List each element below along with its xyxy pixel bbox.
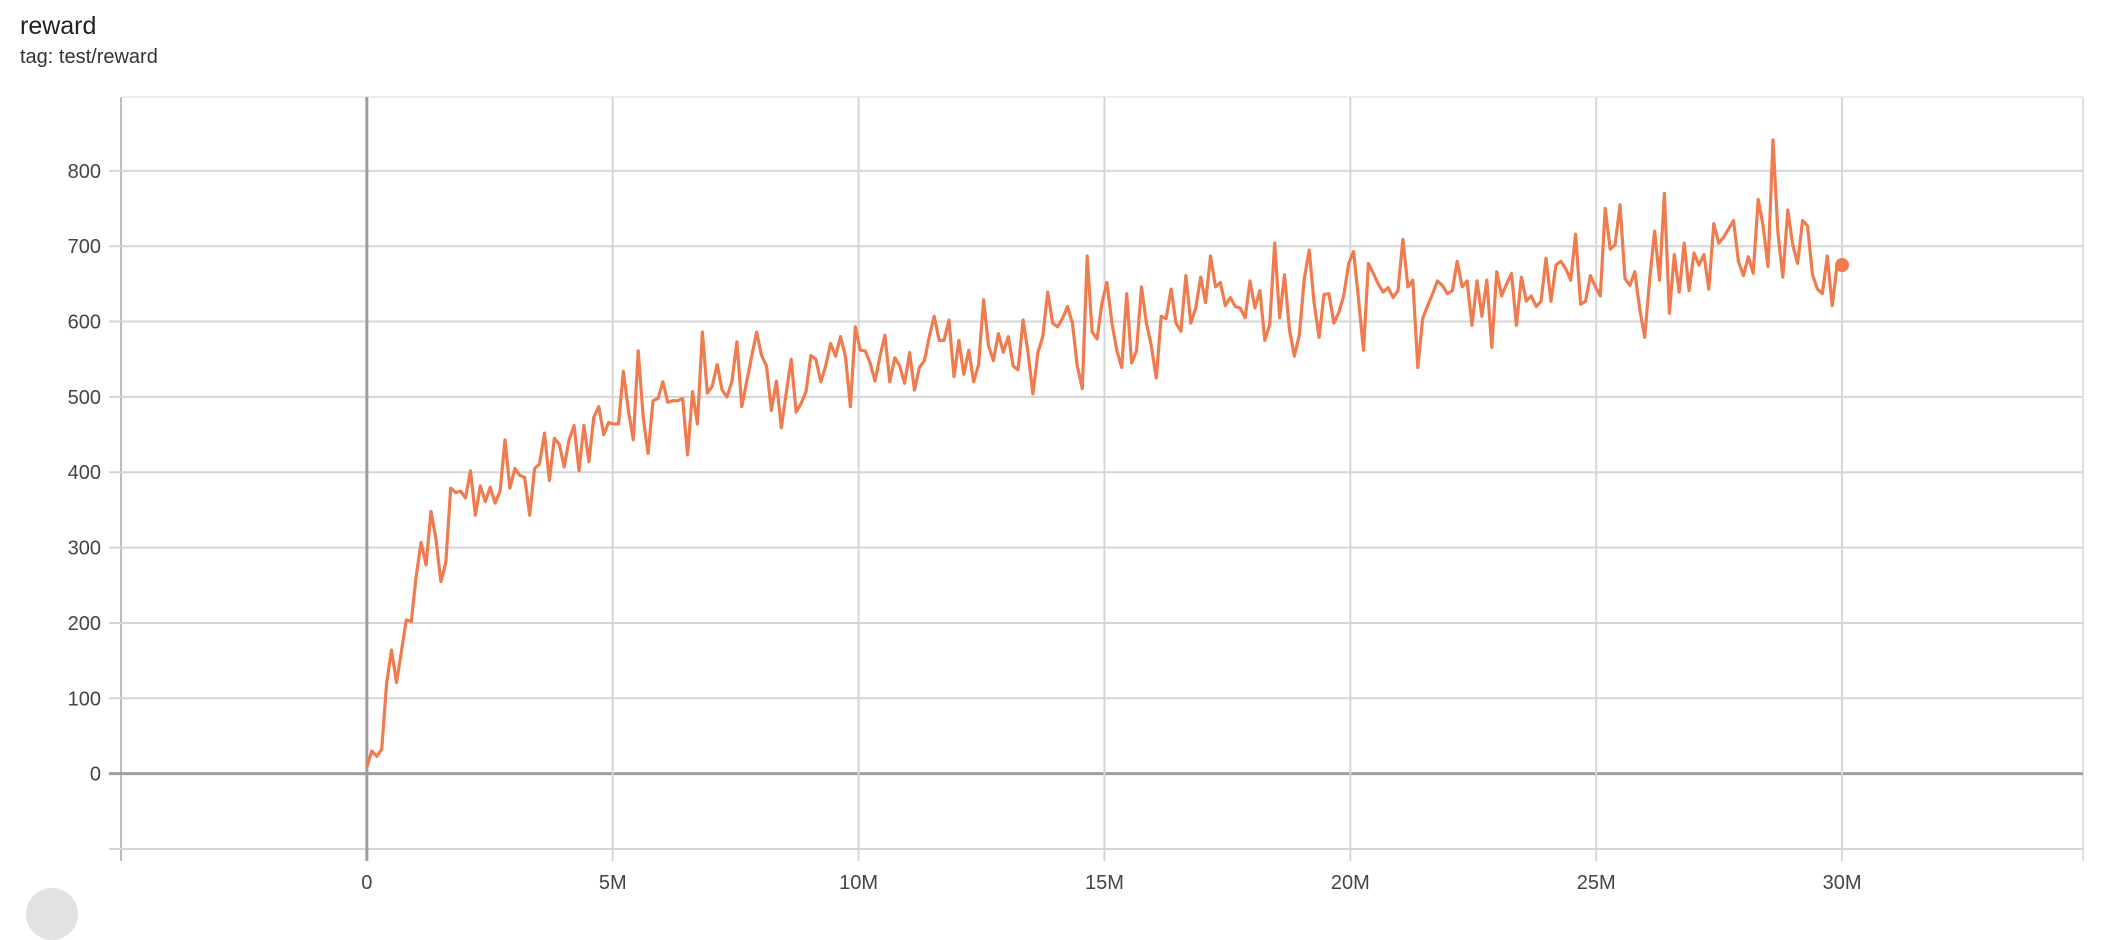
x-tick-label: 5M <box>599 872 627 894</box>
y-tick-label: 300 <box>68 538 101 560</box>
y-tick-label: 0 <box>90 764 101 786</box>
y-tick-label: 700 <box>68 236 101 258</box>
series-line <box>365 138 1843 768</box>
series-layer <box>365 138 1850 768</box>
x-tick-label: 15M <box>1085 872 1124 894</box>
last-point-marker <box>1835 258 1850 273</box>
chart-title: reward <box>20 12 97 40</box>
tick-labels: 0 100 200 300 400 500 600 700 800 0 5M 10M 15M 20M 25M… <box>68 161 1862 894</box>
y-tick-label: 800 <box>68 161 101 183</box>
chart-action-button[interactable] <box>26 888 78 940</box>
x-tick-label: 20M <box>1331 872 1370 894</box>
x-tick-label: 25M <box>1577 872 1616 894</box>
reward-chart: 0 100 200 300 400 500 600 700 800 0 5M 10M 15M 20M 25M… <box>68 96 2084 894</box>
grid <box>109 96 2084 861</box>
y-tick-label: 100 <box>68 688 101 710</box>
x-tick-label: 10M <box>839 872 878 894</box>
y-tick-label: 500 <box>68 387 101 409</box>
y-tick-label: 200 <box>68 613 101 635</box>
y-tick-label: 600 <box>68 312 101 334</box>
chart-subtitle: tag: test/reward <box>20 46 158 68</box>
y-tick-label: 400 <box>68 462 101 484</box>
x-tick-label: 0 <box>361 872 372 894</box>
x-tick-label: 30M <box>1823 872 1862 894</box>
